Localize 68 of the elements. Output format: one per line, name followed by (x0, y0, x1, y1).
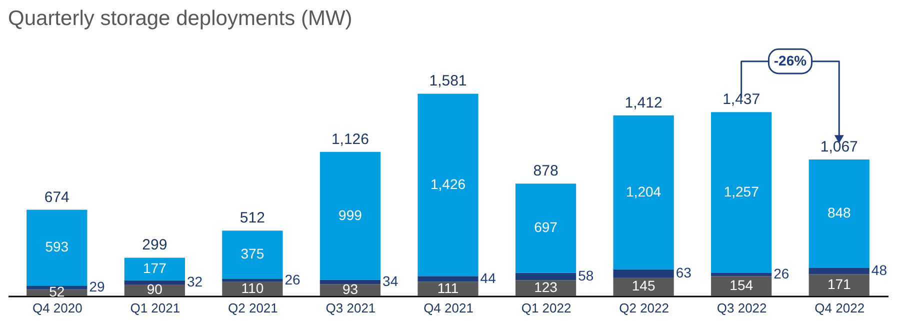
bar (515, 272, 576, 280)
data-label: 375 (240, 246, 264, 262)
data-label: 999 (338, 206, 362, 223)
data-label: 63 (676, 264, 692, 280)
data-label: 177 (142, 260, 167, 276)
data-label: 111 (437, 280, 459, 296)
data-label: 34 (382, 272, 398, 289)
text: -26% (774, 52, 808, 68)
total-label: 674 (44, 188, 70, 206)
total-label: 1,412 (624, 94, 662, 112)
data-label: 32 (186, 273, 203, 290)
total-label: 1,437 (722, 91, 760, 108)
data-label: 48 (871, 262, 888, 278)
data-label: 123 (534, 279, 558, 296)
data-label: 1,426 (430, 176, 466, 192)
bar (418, 282, 478, 296)
x-tick-label: Q1 2022 (521, 300, 572, 316)
bar (711, 112, 772, 273)
data-label: 44 (480, 270, 496, 286)
bar (418, 94, 478, 276)
x-tick-label: Q4 2022 (814, 300, 865, 316)
x-tick-label: Q1 2021 (130, 300, 180, 316)
total-label: 1,126 (331, 130, 369, 148)
data-label: 1,204 (626, 183, 662, 200)
data-label: 593 (45, 238, 69, 255)
total-label: 878 (533, 162, 558, 180)
bar (808, 159, 870, 268)
data-label: 848 (827, 204, 852, 221)
x-tick-label: Q3 2021 (326, 300, 376, 316)
x-tick-label: Q4 2020 (32, 300, 82, 316)
bar (808, 274, 870, 296)
bar (26, 210, 88, 286)
total-label: 512 (240, 210, 265, 227)
data-label: 93 (342, 281, 358, 298)
data-label: 697 (534, 219, 558, 236)
bar (613, 115, 674, 270)
bar (418, 276, 478, 282)
data-label: 154 (730, 277, 754, 294)
x-tick-label: Q4 2021 (424, 300, 474, 316)
bar (222, 278, 283, 282)
data-label: 26 (284, 271, 301, 288)
data-label: 52 (49, 284, 65, 300)
data-label: 145 (632, 278, 656, 294)
chart-title: Quarterly storage deployments (MW) (8, 7, 352, 30)
bar (320, 280, 381, 284)
bar (711, 272, 772, 276)
bar (808, 268, 870, 274)
x-tick-label: Q2 2021 (228, 300, 278, 316)
bar (613, 269, 674, 278)
data-label: 171 (827, 276, 852, 292)
bar (124, 280, 185, 284)
data-label: 29 (89, 278, 105, 294)
bar (711, 276, 772, 296)
data-label: 1,257 (724, 184, 760, 200)
bar (222, 230, 283, 279)
data-label: 26 (774, 266, 790, 282)
data-label: 90 (146, 281, 163, 298)
total-label: 299 (142, 236, 168, 254)
data-label: 58 (578, 268, 594, 284)
x-tick-label: Q2 2022 (619, 300, 669, 316)
total-label: 1,581 (429, 72, 467, 90)
bar (515, 184, 576, 273)
data-label: 110 (241, 280, 264, 296)
bar (613, 277, 674, 296)
bar (124, 258, 185, 280)
x-tick-label: Q3 2022 (716, 300, 767, 316)
total-label: 1,067 (820, 138, 858, 156)
bar (320, 152, 381, 280)
